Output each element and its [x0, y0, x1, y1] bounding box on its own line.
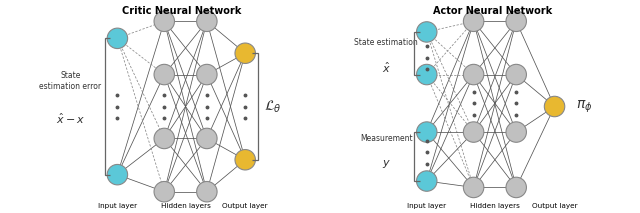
Text: Measurement: Measurement: [360, 134, 413, 143]
Circle shape: [235, 150, 255, 170]
Text: $y$: $y$: [382, 158, 391, 170]
Circle shape: [235, 43, 255, 63]
Circle shape: [196, 128, 217, 149]
Circle shape: [545, 96, 564, 117]
Circle shape: [107, 164, 127, 185]
Circle shape: [463, 11, 484, 32]
Text: Output layer: Output layer: [532, 203, 577, 209]
Circle shape: [154, 11, 175, 32]
Text: $\mathcal{L}_{\theta}$: $\mathcal{L}_{\theta}$: [264, 98, 282, 115]
Circle shape: [154, 181, 175, 202]
Circle shape: [196, 64, 217, 85]
Circle shape: [417, 64, 437, 85]
Circle shape: [506, 122, 527, 142]
Circle shape: [196, 11, 217, 32]
Circle shape: [154, 128, 175, 149]
Circle shape: [506, 11, 527, 32]
Circle shape: [417, 122, 437, 142]
Text: State
estimation error: State estimation error: [40, 71, 102, 91]
Circle shape: [463, 122, 484, 142]
Circle shape: [463, 64, 484, 85]
Text: Hidden layers: Hidden layers: [161, 203, 211, 209]
Circle shape: [417, 171, 437, 191]
Circle shape: [107, 28, 127, 49]
Text: $\hat{x}$: $\hat{x}$: [382, 61, 391, 75]
Circle shape: [506, 64, 527, 85]
Text: Hidden layers: Hidden layers: [470, 203, 520, 209]
Text: $\hat{x} - x$: $\hat{x} - x$: [56, 112, 85, 127]
Circle shape: [463, 177, 484, 198]
Text: Critic Neural Network: Critic Neural Network: [122, 6, 241, 16]
Text: Input layer: Input layer: [98, 203, 137, 209]
Circle shape: [196, 181, 217, 202]
Text: State estimation: State estimation: [355, 38, 418, 47]
Text: Actor Neural Network: Actor Neural Network: [433, 6, 552, 16]
Circle shape: [154, 64, 175, 85]
Circle shape: [506, 177, 527, 198]
Text: $\pi_{\phi}$: $\pi_{\phi}$: [576, 98, 593, 115]
Circle shape: [417, 22, 437, 42]
Text: Output layer: Output layer: [222, 203, 268, 209]
Text: Input layer: Input layer: [407, 203, 446, 209]
